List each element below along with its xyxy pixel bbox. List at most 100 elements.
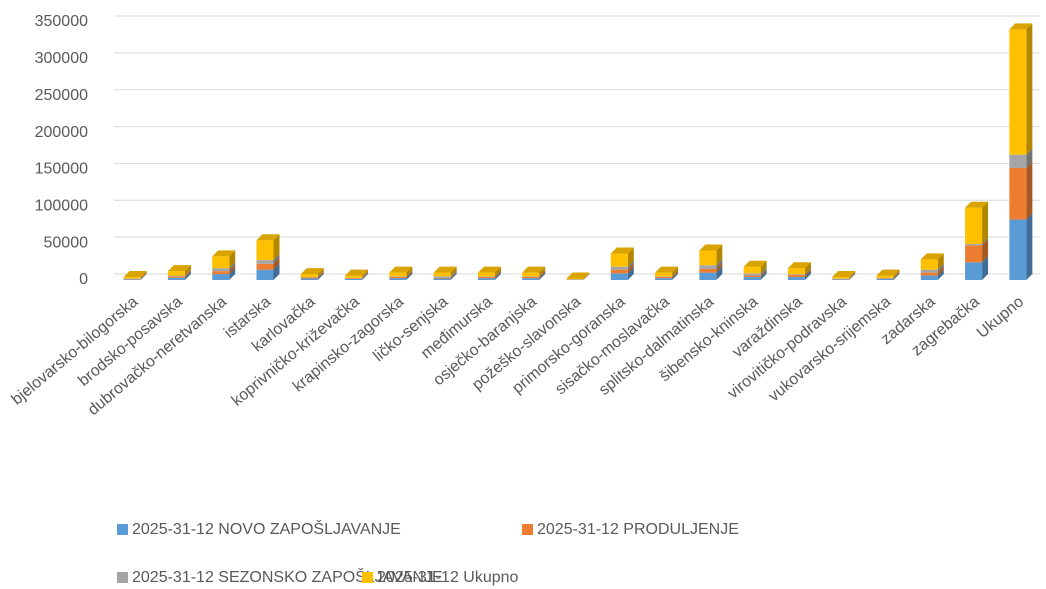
y-tick-label: 200000 (35, 124, 88, 141)
bar (699, 250, 717, 266)
bar-side (317, 268, 324, 278)
bar (212, 256, 230, 269)
bar (345, 275, 363, 278)
bar (212, 268, 230, 272)
bar (167, 276, 185, 278)
bar-top (1009, 23, 1033, 30)
bar (433, 277, 451, 279)
bar-top (965, 201, 989, 208)
bar-side (229, 265, 236, 275)
legend-swatch (117, 572, 128, 583)
bar (743, 266, 761, 274)
y-tick-label: 150000 (35, 161, 88, 178)
legend-label: 2025-31-12 Ukupno (377, 569, 519, 586)
bar (920, 269, 938, 273)
bar-side (229, 250, 236, 269)
bar-side (760, 271, 767, 280)
bar (389, 276, 407, 279)
bar (699, 268, 717, 273)
bar (522, 272, 540, 277)
bar (256, 240, 274, 261)
bar-side (804, 271, 811, 280)
y-tick-label: 100000 (35, 198, 88, 215)
bar-side (317, 271, 324, 278)
bar-side (937, 253, 944, 270)
bar-side (140, 272, 147, 279)
bar-side (494, 272, 501, 280)
bar-top (787, 262, 811, 269)
bar (965, 262, 983, 280)
bar-top (920, 253, 944, 260)
bar (477, 278, 495, 280)
bar-top (433, 266, 457, 273)
bar-side (184, 270, 191, 278)
x-tick-label: Ukupno (974, 293, 1027, 342)
bar-top (345, 269, 369, 276)
bar-side (583, 272, 590, 280)
bar-side (140, 272, 147, 280)
bar-side (273, 234, 280, 261)
legend-label: 2025-31-12 PRODULJENJE (537, 521, 739, 538)
bar-top (300, 268, 324, 275)
bar (1009, 154, 1027, 168)
bar (832, 279, 850, 280)
legend-swatch (362, 572, 373, 583)
bar-side (450, 266, 457, 277)
bar (522, 278, 540, 280)
bar-side (760, 267, 767, 276)
bar-top (743, 260, 767, 267)
bar (433, 276, 451, 278)
bar-side (184, 265, 191, 276)
bar-side (893, 272, 900, 279)
bar-side (849, 272, 856, 279)
bar (433, 272, 451, 277)
bar (566, 278, 584, 280)
bar-side (849, 273, 856, 280)
bar-top (655, 266, 679, 273)
bar-side (982, 201, 989, 244)
bar (1009, 167, 1027, 220)
bar (743, 277, 761, 280)
bar-side (406, 266, 413, 277)
bar (655, 272, 673, 277)
y-tick-label: 50000 (44, 234, 89, 251)
bar-side (406, 272, 413, 280)
bar-side (450, 270, 457, 278)
bar-top (832, 271, 856, 278)
bar-side (317, 272, 324, 280)
bar (787, 277, 805, 280)
bar (212, 274, 230, 280)
bar-side (229, 262, 236, 272)
bar (920, 259, 938, 270)
y-tick-label: 350000 (35, 13, 88, 30)
bar-side (804, 262, 811, 275)
bar-side (583, 273, 590, 280)
bar-side (804, 268, 811, 278)
bar-side (893, 272, 900, 280)
bar-top (610, 247, 634, 254)
bar-side (760, 269, 767, 278)
bar (256, 269, 274, 280)
bar (876, 278, 894, 280)
bar-side (539, 270, 546, 279)
bar-side (937, 269, 944, 280)
bar-side (406, 270, 413, 277)
bar (123, 277, 141, 279)
bar (522, 276, 540, 279)
bar (300, 278, 318, 280)
bar-side (716, 266, 723, 280)
bar-side (494, 270, 501, 279)
legend-label: 2025-31-12 NOVO ZAPOŠLJAVANJE (132, 519, 401, 538)
bar-side (539, 272, 546, 280)
bar-top (522, 266, 546, 273)
bar-side (893, 269, 900, 278)
bar (876, 278, 894, 279)
bar-side (450, 271, 457, 279)
bar-side (1026, 213, 1033, 280)
bar-side (273, 254, 280, 264)
legend-swatch (522, 524, 533, 535)
bar-side (362, 272, 369, 279)
bar-side (849, 271, 856, 279)
bar-side (494, 266, 501, 277)
